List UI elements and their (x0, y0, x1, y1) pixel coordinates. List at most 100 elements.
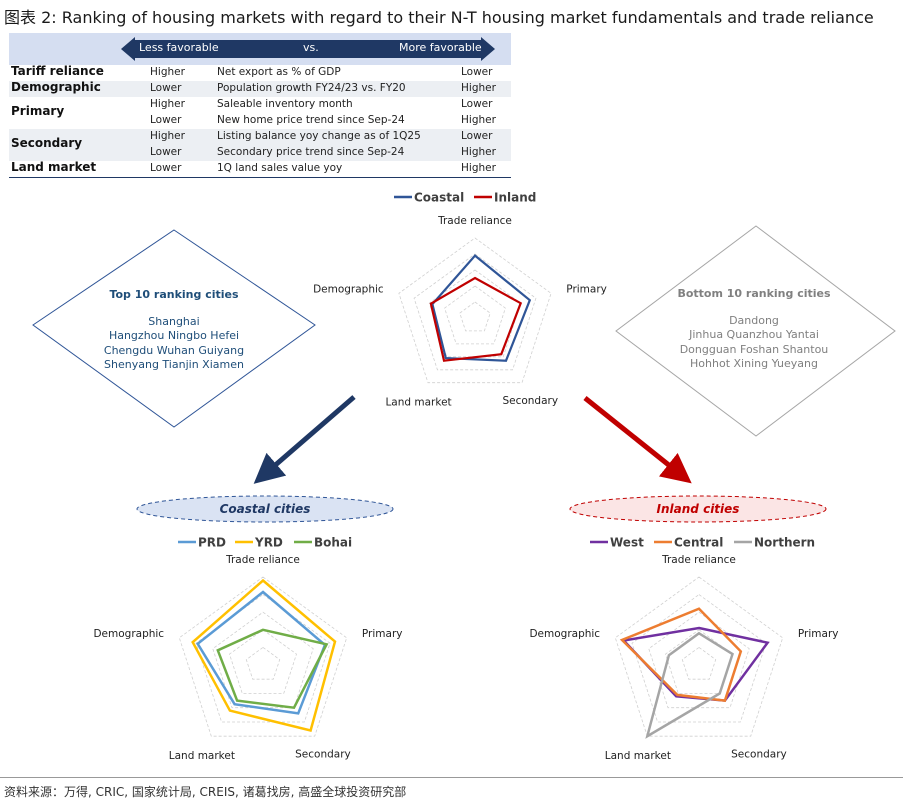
radar-axis-label: Demographic (93, 628, 164, 640)
radar-series-line (196, 590, 327, 715)
metric-label: Net export as % of GDP (217, 66, 341, 78)
radar-series-line (431, 254, 532, 362)
metric-label: Listing balance yoy change as of 1Q25 (217, 130, 421, 142)
legend-entry: Central (674, 536, 723, 550)
favorability-right: Higher (461, 82, 496, 94)
bottom-city-line: Dongguan Foshan Shantou (679, 342, 829, 356)
top-city-line: Chengdu Wuhan Guiyang (103, 343, 245, 357)
favorability-left: Lower (150, 162, 182, 174)
radar-grid-ring (413, 253, 537, 371)
radar-axis-label: Secondary (502, 395, 558, 407)
radar-grid-ring (178, 576, 348, 737)
legend-entry: Northern (754, 536, 815, 550)
legend-entry: PRD (198, 536, 226, 550)
favorability-left: Lower (150, 114, 182, 126)
inland-cities-label: Inland cities (656, 502, 740, 516)
radar-series-line (216, 628, 329, 710)
inland-pill (569, 495, 827, 523)
radar-axis-label: Land market (169, 750, 235, 762)
radar-series-line (619, 607, 743, 702)
criteria-category: Land market (11, 160, 97, 174)
favorability-left: Lower (150, 82, 182, 94)
radar-grid-ring (681, 646, 717, 680)
top-cities-diamond (32, 229, 316, 428)
coastal-cities-label: Coastal cities (219, 502, 311, 516)
table-row: Higher Net export as % of GDP Lower (9, 65, 511, 81)
table-row: Lower Secondary price trend since Sep-24 H… (9, 145, 511, 161)
criteria-category: Primary (11, 104, 65, 118)
less-favorable-label: Less favorable (139, 41, 219, 54)
top-ranking-heading: Top 10 ranking cities (109, 288, 239, 301)
top-city-line: Hangzhou Ningbo Hefei (108, 329, 240, 342)
bottom-city-line: Hohhot Xining Yueyang (690, 357, 818, 370)
vs-label: vs. (303, 41, 319, 54)
favorability-left: Higher (150, 130, 185, 142)
radar-grid-ring (459, 301, 491, 332)
radar-grid-ring (245, 646, 281, 680)
source-rule (0, 777, 903, 778)
bottom-ranking-heading: Bottom 10 ranking cities (677, 287, 831, 300)
radar-axis-label: Primary (798, 628, 839, 640)
radar-axis-label: Secondary (295, 749, 351, 761)
favorability-right: Higher (461, 114, 496, 126)
arrow-to-coastal (253, 395, 356, 484)
favorability-header: Less favorable vs. More favorable (9, 33, 511, 65)
radar-grid-ring (444, 285, 506, 345)
legend-entry: Coastal (414, 191, 464, 205)
radar-grid-ring (648, 611, 750, 709)
radar-axis-label: Secondary (731, 749, 787, 761)
double-arrow-icon (121, 37, 495, 61)
radar-grid-ring (614, 576, 784, 737)
radar-grid-ring (631, 594, 767, 723)
table-row: Lower New home price trend since Sep-24 Hi… (9, 113, 511, 129)
figure-title: 图表 2: Ranking of housing markets with re… (4, 8, 874, 27)
top-city-line: Shenyang Tianjin Xiamen (104, 358, 244, 371)
legend-entry: Bohai (314, 536, 352, 550)
radar-chart: Trade reliance Primary Secondary Land marke… (313, 191, 607, 409)
legend-entry: YRD (254, 536, 283, 550)
top-ranking-cities: Top 10 ranking cities Shanghai Hangzhou … (84, 288, 264, 373)
legend-entry: Inland (494, 191, 536, 205)
top-city-line: Shanghai (148, 314, 200, 328)
table-row: Lower Population growth FY24/23 vs. FY20 H… (9, 81, 511, 97)
metric-label: 1Q land sales value yoy (217, 162, 343, 174)
favorability-left: Higher (150, 66, 185, 78)
table-row: Higher Listing balance yoy change as of … (9, 129, 511, 145)
table-row: Lower 1Q land sales value yoy Higher (9, 161, 511, 177)
favorability-right: Higher (461, 162, 496, 174)
favorability-left: Higher (150, 98, 185, 110)
radar-axis-label: Land market (385, 397, 451, 409)
bottom-ranking-cities: Bottom 10 ranking cities Dandong Jinhua … (664, 287, 844, 372)
radar-grid-ring (229, 629, 297, 694)
metric-label: New home price trend since Sep-24 (217, 114, 405, 126)
radar-axis-label: Primary (362, 628, 403, 640)
criteria-category: Tariff reliance (11, 64, 104, 78)
radar-series-line (429, 276, 523, 362)
favorability-right: Higher (461, 146, 496, 158)
metric-label: Saleable inventory month (217, 98, 353, 110)
favorability-right: Lower (461, 130, 493, 142)
radar-axis-label: Trade reliance (225, 554, 300, 566)
metric-label: Secondary price trend since Sep-24 (217, 146, 405, 158)
radar-axis-label: Trade reliance (437, 215, 512, 227)
radar-chart: Trade reliance Primary Secondary Land marke… (529, 536, 838, 763)
favorability-left: Lower (150, 146, 182, 158)
legend-entry: West (610, 536, 644, 550)
arrow-to-inland (583, 396, 692, 484)
bottom-cities-diamond (615, 225, 896, 437)
criteria-table: Less favorable vs. More favorable Higher… (9, 33, 511, 178)
criteria-category: Demographic (11, 80, 101, 94)
bottom-city-line: Dandong (729, 313, 779, 327)
radar-axis-label: Demographic (529, 628, 600, 640)
bottom-city-line: Jinhua Quanzhou Yantai (689, 328, 819, 341)
metric-label: Population growth FY24/23 vs. FY20 (217, 82, 406, 94)
table-bottom-rule (9, 177, 511, 178)
more-favorable-label: More favorable (399, 41, 482, 54)
radar-axis-label: Primary (566, 283, 607, 295)
radar-grid-ring (665, 629, 733, 694)
criteria-category: Secondary (11, 136, 83, 150)
coastal-pill (136, 495, 394, 523)
table-row: Higher Saleable inventory month Lower (9, 97, 511, 113)
radar-series-line (191, 578, 337, 733)
